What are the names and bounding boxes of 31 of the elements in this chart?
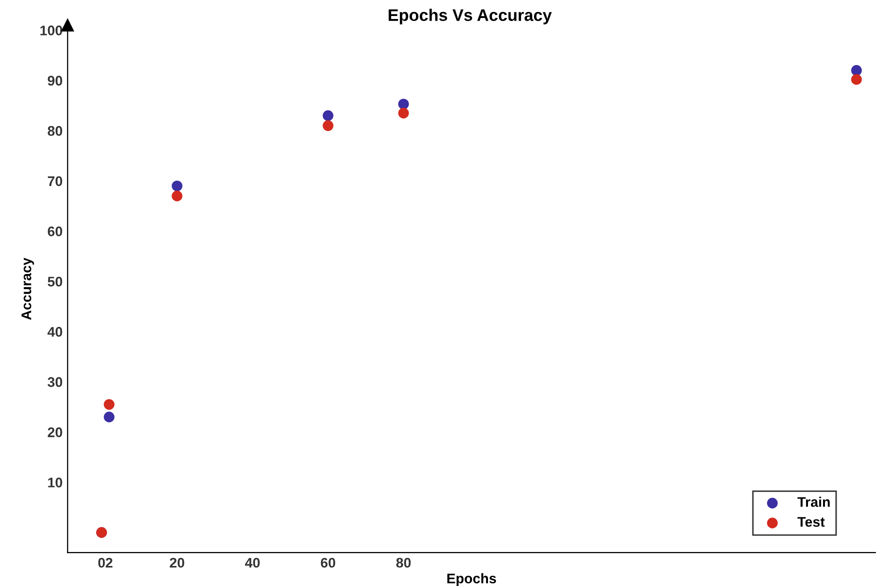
y-tick-label: 70 xyxy=(48,176,62,186)
point xyxy=(172,190,182,202)
legend-label: Test xyxy=(798,517,825,527)
y-tick-label: 10 xyxy=(48,478,62,488)
legend-label: Train xyxy=(798,496,830,507)
y-tick-label: 60 xyxy=(48,226,62,236)
point xyxy=(851,74,862,85)
chart-title: Epochs Vs Accuracy xyxy=(388,8,552,24)
y-tick-label: 100 xyxy=(40,26,62,36)
point xyxy=(172,180,182,192)
x-tick-label: 40 xyxy=(245,558,260,568)
x-tick-label: 20 xyxy=(170,558,184,568)
x-tick-label: 2 xyxy=(106,558,112,568)
y-axis-title: Accuracy xyxy=(22,258,34,320)
point xyxy=(104,399,114,410)
y-tick-label: 40 xyxy=(48,326,62,337)
y-tick-label: 90 xyxy=(48,76,62,86)
x-tick-label: 80 xyxy=(396,558,411,568)
point xyxy=(322,120,334,132)
x-tick-label: 0 xyxy=(98,558,105,568)
x-tick-label: 60 xyxy=(320,558,336,568)
y-tick-label: 80 xyxy=(48,126,62,136)
point xyxy=(104,412,114,422)
point xyxy=(398,108,409,118)
x-axis-title: Epochs xyxy=(447,573,496,586)
y-tick-label: 20 xyxy=(48,427,62,438)
y-tick-label: 50 xyxy=(48,276,62,287)
point xyxy=(398,98,409,110)
point xyxy=(851,65,862,76)
y-tick-label: 30 xyxy=(48,377,62,388)
point xyxy=(322,110,334,121)
